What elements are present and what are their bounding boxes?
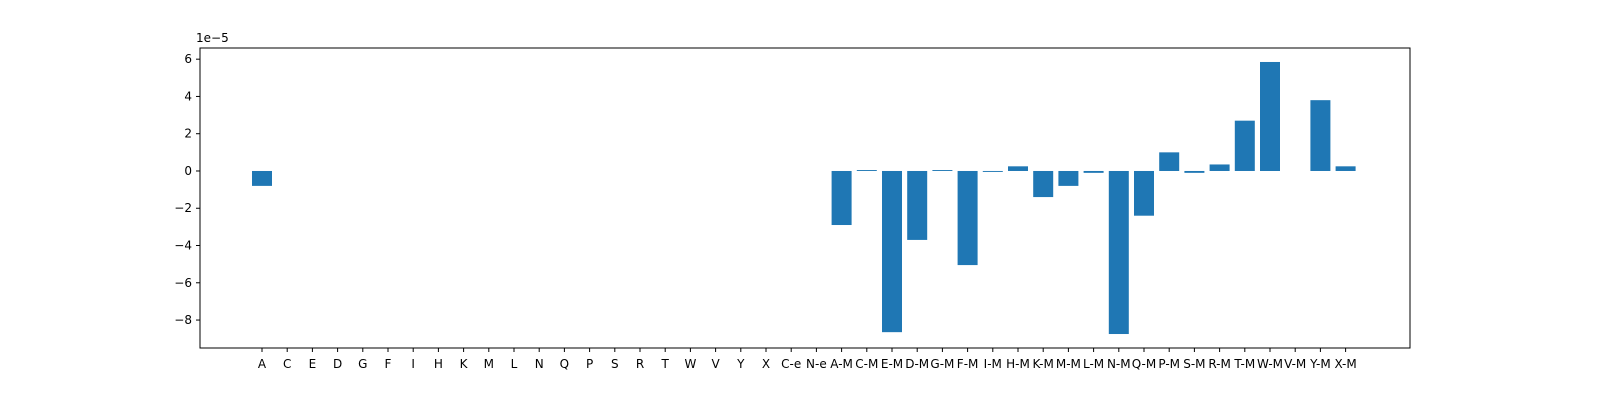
bars-group — [252, 61, 1356, 335]
x-tick-label-Q: Q — [560, 357, 569, 371]
bar-F-M — [957, 170, 978, 266]
y-tick-label: 0 — [184, 164, 192, 178]
x-tick-label-G-M: G-M — [930, 357, 954, 371]
x-tick-label-G: G — [358, 357, 367, 371]
x-tick-label-I-M: I-M — [984, 357, 1002, 371]
bar-C-M — [856, 170, 877, 171]
x-tick-label-F: F — [385, 357, 392, 371]
bar-P-M — [1159, 152, 1180, 171]
x-tick-label-N-e: N-e — [806, 357, 827, 371]
x-tick-label-R-M: R-M — [1208, 357, 1231, 371]
x-tick-label-C: C — [283, 357, 291, 371]
x-tick-label-E-M: E-M — [881, 357, 903, 371]
x-tick-label-V: V — [711, 357, 720, 371]
x-tick-label-S-M: S-M — [1183, 357, 1205, 371]
bar-G-M — [932, 170, 953, 171]
bar-S-M — [1184, 170, 1205, 173]
bar-A — [252, 170, 272, 186]
y-tick-label: 4 — [184, 89, 192, 103]
x-tick-label-R: R — [636, 357, 644, 371]
x-tick-label-Y: Y — [736, 357, 745, 371]
y-tick-label: −6 — [174, 276, 192, 290]
x-tick-label-S: S — [611, 357, 619, 371]
x-tick-label-A: A — [258, 357, 267, 371]
bar-X-M — [1335, 166, 1356, 171]
x-tick-label-L: L — [511, 357, 518, 371]
y-axis: −8 −6 −4 −2 0 2 4 6 — [174, 52, 200, 327]
x-tick-label-Y-M: Y-M — [1309, 357, 1331, 371]
plot-frame — [199, 47, 1411, 349]
x-tick-label-C-e: C-e — [781, 357, 801, 371]
x-tick-label-D: D — [333, 357, 342, 371]
bar-R-M — [1209, 164, 1230, 171]
bar-A-M — [831, 170, 852, 226]
bar-N-M — [1108, 170, 1129, 335]
x-tick-label-X-M: X-M — [1334, 357, 1356, 371]
y-tick-label: 2 — [184, 127, 192, 141]
y-tick-label: −4 — [174, 239, 192, 253]
y-tick-label: 6 — [184, 52, 192, 66]
x-tick-label-N: N — [535, 357, 544, 371]
bar-T-M — [1234, 120, 1255, 171]
bar-D-M — [907, 170, 928, 240]
bar-H-M — [1008, 166, 1028, 171]
x-tick-label-N-M: N-M — [1107, 357, 1131, 371]
x-tick-label-E: E — [309, 357, 317, 371]
bar-K-M — [1033, 170, 1054, 198]
x-tick-label-P: P — [586, 357, 593, 371]
x-tick-label-H-M: H-M — [1006, 357, 1030, 371]
x-tick-label-T: T — [661, 357, 670, 371]
x-tick-label-P-M: P-M — [1158, 357, 1180, 371]
x-tick-label-Q-M: Q-M — [1132, 357, 1156, 371]
x-tick-label-K: K — [460, 357, 469, 371]
x-tick-label-M: M — [484, 357, 494, 371]
x-tick-label-M-M: M-M — [1056, 357, 1081, 371]
bar-W-M — [1260, 61, 1280, 171]
x-tick-label-T-M: T-M — [1233, 357, 1255, 371]
x-tick-label-C-M: C-M — [855, 357, 878, 371]
y-axis-offset-label: 1e−5 — [196, 31, 229, 45]
x-tick-label-V-M: V-M — [1284, 357, 1306, 371]
x-axis: A C E D G F I H K M L N Q P S R T W V Y X C-e N-e A-M C-M E-M D-M G… — [258, 348, 1357, 371]
bar-Y-M — [1310, 100, 1331, 171]
y-tick-label: −2 — [174, 201, 192, 215]
bar-I-M — [982, 170, 1003, 172]
bar-Q-M — [1134, 170, 1154, 216]
x-tick-label-D-M: D-M — [905, 357, 929, 371]
bar-E-M — [882, 170, 902, 333]
x-tick-label-F-M: F-M — [957, 357, 979, 371]
bar-M-M — [1058, 170, 1079, 186]
x-tick-label-K-M: K-M — [1033, 357, 1054, 371]
x-tick-label-X: X — [762, 357, 770, 371]
x-tick-label-A-M: A-M — [830, 357, 853, 371]
x-tick-label-W: W — [684, 357, 696, 371]
x-tick-label-I: I — [411, 357, 415, 371]
bar-L-M — [1083, 170, 1104, 173]
x-tick-label-H: H — [434, 357, 443, 371]
x-tick-label-L-M: L-M — [1083, 357, 1104, 371]
y-tick-label: −8 — [174, 313, 192, 327]
x-tick-label-W-M: W-M — [1257, 357, 1283, 371]
